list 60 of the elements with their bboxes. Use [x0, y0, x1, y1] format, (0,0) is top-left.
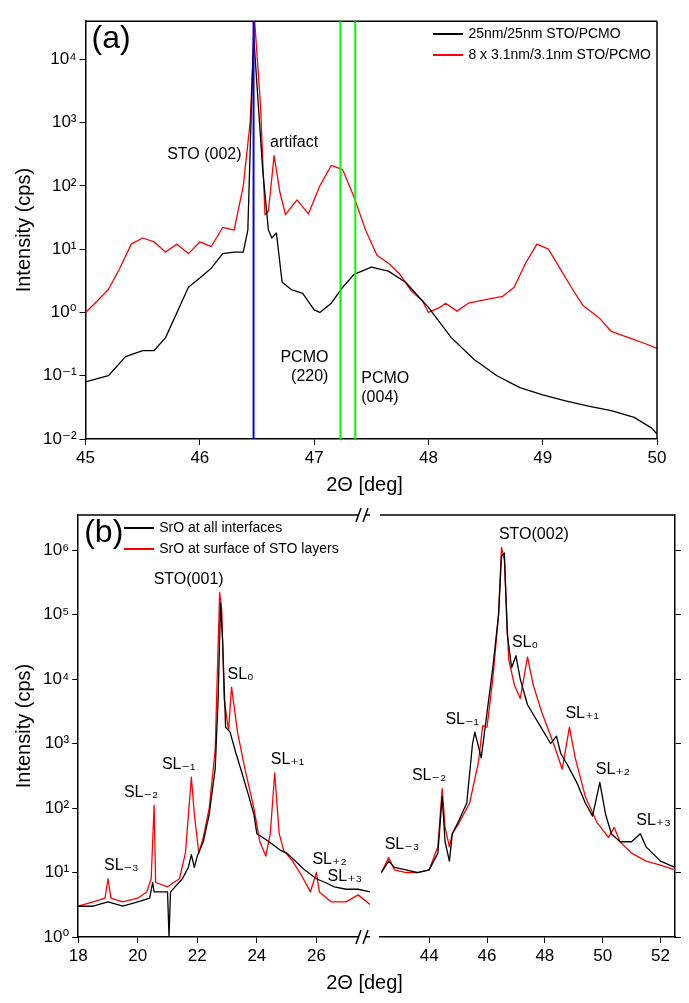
annotation: SL₊₁ — [270, 750, 305, 768]
x-tick-label: 18 — [68, 945, 88, 965]
y-tick-label: 10¹ — [44, 862, 70, 882]
annotation: SL₋₁ — [161, 754, 196, 772]
annotation: SL₊₁ — [565, 704, 599, 722]
annotation: SL₊₂ — [312, 849, 347, 867]
y-tick-label: 10⁻¹ — [43, 365, 77, 385]
y-tick-label: 10⁵ — [43, 604, 70, 624]
annotation: SL₋₁ — [445, 709, 479, 727]
annotation: STO(002) — [498, 524, 569, 542]
ref-line-label: STO (002) — [167, 145, 242, 163]
legend-label: SrO at all interfaces — [159, 518, 283, 537]
x-tick-label: 49 — [533, 447, 553, 467]
x-tick-label: 44 — [419, 945, 439, 965]
x-axis-title: 2Θ [deg] — [325, 971, 404, 994]
y-axis-title: Intensity (cps) — [11, 167, 34, 293]
annotation: SL₊₂ — [595, 759, 631, 777]
annotation: SL₀ — [511, 633, 539, 651]
annotation: SL₋₃ — [384, 835, 420, 853]
annotation: artifact — [270, 133, 319, 151]
chart-title: (a) — [91, 19, 131, 56]
annotation: SL₀ — [227, 664, 254, 682]
x-tick-label: 47 — [304, 447, 324, 467]
x-tick-label: 24 — [247, 945, 267, 965]
chart-title: (b) — [84, 512, 124, 549]
x-tick-label: 50 — [647, 447, 667, 467]
x-tick-label: 46 — [190, 447, 210, 467]
y-tick-label: 10⁴ — [50, 48, 77, 68]
x-tick-label: 50 — [593, 945, 613, 965]
annotation: SL₋₃ — [103, 856, 139, 874]
ref-line-label: PCMO (220) — [280, 347, 329, 384]
y-axis-title: Intensity (cps) — [11, 663, 34, 789]
annotation: SL₊₃ — [636, 811, 671, 829]
y-tick-label: 10³ — [44, 733, 70, 753]
ref-line-label: PCMO (004) — [361, 368, 410, 405]
y-tick-label: 10⁰ — [43, 926, 70, 946]
x-tick-label: 20 — [128, 945, 148, 965]
annotation: SL₋₂ — [411, 766, 447, 784]
annotation: STO(001) — [153, 569, 224, 587]
annotation: SL₋₂ — [123, 782, 159, 800]
x-tick-label: 22 — [187, 945, 207, 965]
y-tick-label: 10⁰ — [50, 302, 77, 322]
legend-label: 25nm/25nm STO/PCMO — [468, 24, 621, 44]
y-tick-label: 10² — [51, 175, 77, 195]
x-tick-label: 46 — [477, 945, 497, 965]
y-tick-label: 10⁻² — [43, 428, 77, 448]
y-tick-label: 10¹ — [51, 238, 77, 258]
x-tick-label: 26 — [306, 945, 326, 965]
y-tick-label: 10² — [44, 797, 70, 817]
x-tick-label: 45 — [76, 447, 95, 467]
y-tick-label: 10³ — [51, 112, 77, 132]
x-tick-label: 48 — [418, 447, 438, 467]
y-tick-label: 10⁴ — [43, 668, 70, 688]
legend-label: SrO at surface of STO layers — [159, 539, 339, 558]
x-axis-title: 2Θ [deg] — [325, 473, 404, 496]
y-tick-label: 10⁶ — [43, 539, 70, 559]
x-tick-label: 48 — [535, 945, 555, 965]
x-tick-label: 52 — [651, 945, 670, 965]
annotation: SL₊₃ — [327, 866, 363, 884]
legend-label: 8 x 3.1nm/3.1nm STO/PCMO — [468, 45, 651, 65]
